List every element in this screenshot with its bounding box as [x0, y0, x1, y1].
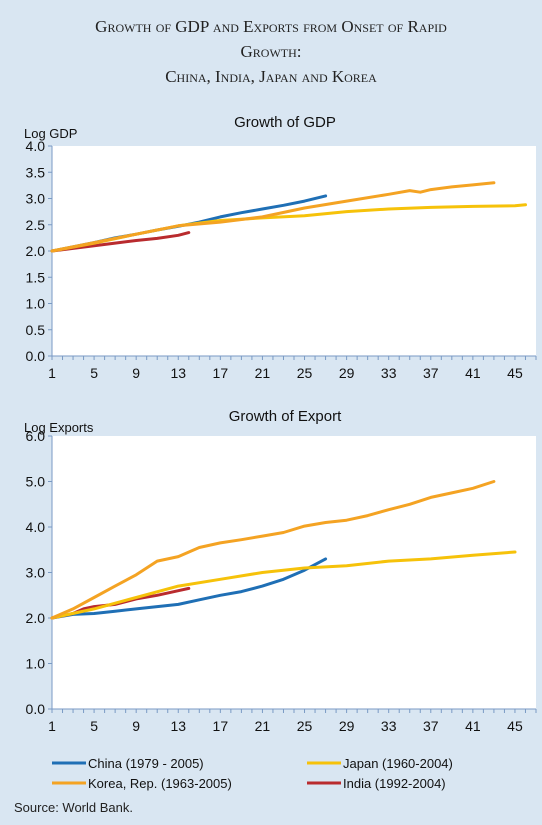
gdp-y-tick-label: 2.0 — [26, 243, 46, 259]
export-x-tick-label: 5 — [90, 718, 98, 734]
figure-title-line-1: Growth of GDP and Exports from Onset of … — [95, 17, 447, 36]
export-x-tick-label: 37 — [423, 718, 439, 734]
export-x-tick-label: 9 — [132, 718, 140, 734]
figure-title-line-2: Growth: — [240, 42, 302, 61]
export-chart-title: Growth of Export — [229, 408, 342, 425]
export-series-china — [50, 557, 328, 620]
gdp-x-tick-label: 21 — [255, 365, 271, 381]
gdp-x-tick-label: 33 — [381, 365, 397, 381]
gdp-y-axis-label: Log GDP — [24, 126, 77, 141]
gdp-series-korea — [50, 181, 496, 253]
export-y-tick-label: 1.0 — [26, 656, 46, 672]
export-y-tick-label: 0.0 — [26, 701, 46, 717]
gdp-y-tick-label: 2.5 — [26, 217, 46, 233]
gdp-series-india — [50, 231, 191, 253]
gdp-x-tick-label: 45 — [507, 365, 523, 381]
export-plot-area — [52, 436, 536, 709]
export-x-tick-label: 17 — [213, 718, 229, 734]
gdp-x-tick-label: 25 — [297, 365, 313, 381]
source-note: Source: World Bank. — [14, 800, 133, 815]
gdp-chart-title: Growth of GDP — [234, 114, 336, 131]
gdp-y-tick-label: 0.5 — [26, 322, 46, 338]
legend-label-japan: Japan (1960-2004) — [343, 756, 453, 771]
export-x-tick-label: 45 — [507, 718, 523, 734]
export-x-tick-label: 29 — [339, 718, 355, 734]
gdp-x-tick-label: 41 — [465, 365, 481, 381]
gdp-x-tick-label: 29 — [339, 365, 355, 381]
gdp-y-tick-label: 0.0 — [26, 348, 46, 364]
export-y-tick-label: 3.0 — [26, 565, 46, 581]
gdp-x-tick-label: 17 — [213, 365, 229, 381]
export-y-axis-label: Log Exports — [24, 420, 94, 435]
figure-title-line-3: China, India, Japan and Korea — [165, 67, 377, 86]
legend-label-china: China (1979 - 2005) — [88, 756, 204, 771]
gdp-x-tick-label: 5 — [90, 365, 98, 381]
gdp-y-tick-label: 1.5 — [26, 269, 46, 285]
gdp-x-tick-label: 13 — [170, 365, 186, 381]
export-series-japan — [50, 550, 517, 620]
gdp-x-tick-label: 1 — [48, 365, 56, 381]
export-y-tick-label: 5.0 — [26, 474, 46, 490]
export-x-tick-label: 21 — [255, 718, 271, 734]
gdp-y-tick-label: 3.5 — [26, 164, 46, 180]
figure-title: Growth of GDP and Exports from Onset of … — [0, 14, 542, 89]
gdp-y-tick-label: 3.0 — [26, 191, 46, 207]
export-y-tick-label: 6.0 — [26, 428, 46, 444]
gdp-y-tick-label: 1.0 — [26, 296, 46, 312]
export-y-tick-label: 2.0 — [26, 610, 46, 626]
export-x-tick-label: 41 — [465, 718, 481, 734]
legend-label-korea: Korea, Rep. (1963-2005) — [88, 776, 232, 791]
gdp-x-tick-label: 37 — [423, 365, 439, 381]
export-series-korea — [50, 480, 496, 620]
gdp-plot-area — [52, 146, 536, 356]
export-x-tick-label: 1 — [48, 718, 56, 734]
export-y-tick-label: 4.0 — [26, 519, 46, 535]
export-x-tick-label: 13 — [170, 718, 186, 734]
legend-label-india: India (1992-2004) — [343, 776, 446, 791]
export-x-tick-label: 25 — [297, 718, 313, 734]
export-x-tick-label: 33 — [381, 718, 397, 734]
gdp-y-tick-label: 4.0 — [26, 138, 46, 154]
gdp-x-tick-label: 9 — [132, 365, 140, 381]
